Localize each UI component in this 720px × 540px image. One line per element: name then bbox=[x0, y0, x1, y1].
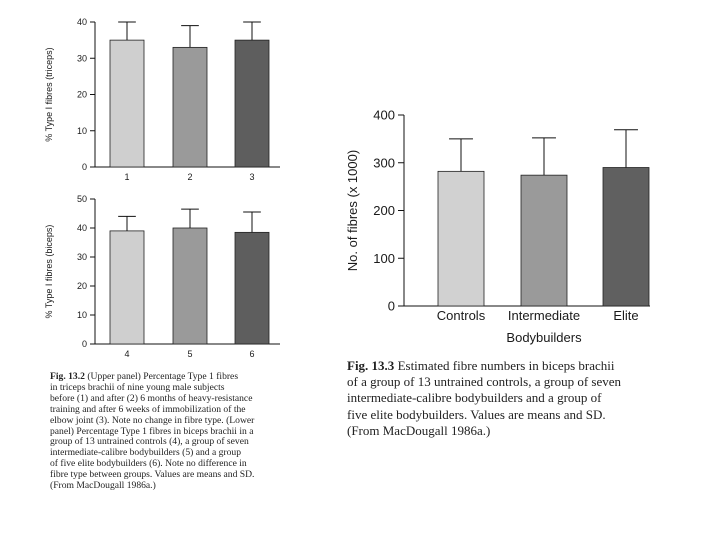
caption-line: intermediate-calibre bodybuilders and a … bbox=[347, 390, 602, 406]
caption-line: of five elite bodybuilders (6). Note no … bbox=[50, 458, 247, 470]
x-tick-label: Controls bbox=[437, 308, 486, 323]
caption-line: five elite bodybuilders. Values are mean… bbox=[347, 406, 606, 422]
y-tick-label: 10 bbox=[77, 126, 87, 136]
figure-13-2-caption: Fig. 13.2 (Upper panel) Percentage Type … bbox=[50, 371, 330, 492]
bar bbox=[437, 170, 485, 307]
bar bbox=[520, 174, 568, 307]
caption-line: intermediate-calibre bodybuilders (5) an… bbox=[50, 447, 242, 459]
y-tick-label: 50 bbox=[77, 194, 87, 204]
y-tick-label: 0 bbox=[82, 162, 87, 172]
y-tick-label: 20 bbox=[77, 281, 87, 291]
caption-line: panel) Percentage Type 1 fibres in bicep… bbox=[50, 425, 254, 437]
x-tick-label: 1 bbox=[124, 172, 129, 182]
caption-line: fibre type between groups. Values are me… bbox=[50, 469, 255, 481]
caption-line: elbow joint (3). Note no change in fibre… bbox=[50, 414, 255, 426]
bar bbox=[602, 167, 650, 307]
y-tick-label: 0 bbox=[82, 339, 87, 349]
figure-13-2-label: Fig. 13.2 bbox=[50, 371, 85, 382]
y-axis-label: No. of fibres (x 1000) bbox=[345, 150, 360, 271]
y-tick-label: 200 bbox=[373, 203, 395, 218]
bar bbox=[234, 39, 270, 168]
y-axis-label: % Type I fibres (triceps) bbox=[44, 47, 54, 141]
y-tick-label: 100 bbox=[373, 251, 395, 266]
caption-line: before (1) and after (2) 6 months of hea… bbox=[50, 392, 253, 404]
y-tick-label: 10 bbox=[77, 310, 87, 320]
x-tick-label: 3 bbox=[249, 172, 254, 182]
x-tick-label: Elite bbox=[613, 308, 638, 323]
caption-line: group of 13 untrained controls (4), a gr… bbox=[50, 436, 249, 448]
x-tick-label: Intermediate bbox=[508, 308, 580, 323]
x-tick-label: 6 bbox=[249, 349, 254, 359]
x-tick-label: 2 bbox=[187, 172, 192, 182]
y-axis-label: % Type I fibres (biceps) bbox=[44, 225, 54, 319]
caption-line: (From MacDougall 1986a.) bbox=[347, 422, 491, 438]
bar bbox=[109, 230, 145, 345]
figure-13-3-label: Fig. 13.3 bbox=[347, 358, 395, 373]
bar bbox=[172, 46, 208, 168]
y-tick-label: 30 bbox=[77, 53, 87, 63]
y-tick-label: 40 bbox=[77, 17, 87, 27]
caption-line: (Upper panel) Percentage Type 1 fibres bbox=[87, 371, 239, 382]
caption-line: training and after 6 weeks of immobiliza… bbox=[50, 403, 246, 415]
y-tick-label: 20 bbox=[77, 90, 87, 100]
caption-line: of a group of 13 untrained controls, a g… bbox=[347, 374, 622, 390]
x-tick-label: 5 bbox=[187, 349, 192, 359]
figure-13-3-caption: Fig. 13.3 Estimated fibre numbers in bic… bbox=[347, 358, 677, 439]
x-tick-label: 4 bbox=[124, 349, 129, 359]
y-tick-label: 300 bbox=[373, 155, 395, 170]
y-tick-label: 400 bbox=[373, 108, 395, 123]
x-axis-label: Bodybuilders bbox=[506, 330, 582, 345]
y-tick-label: 30 bbox=[77, 252, 87, 262]
caption-line: Estimated fibre numbers in biceps brachi… bbox=[397, 358, 615, 373]
caption-line: in triceps brachii of nine young male su… bbox=[50, 381, 225, 393]
bar bbox=[172, 227, 208, 345]
caption-line: (From MacDougall 1986a.) bbox=[50, 480, 156, 492]
y-tick-label: 0 bbox=[388, 299, 395, 314]
y-tick-label: 40 bbox=[77, 223, 87, 233]
